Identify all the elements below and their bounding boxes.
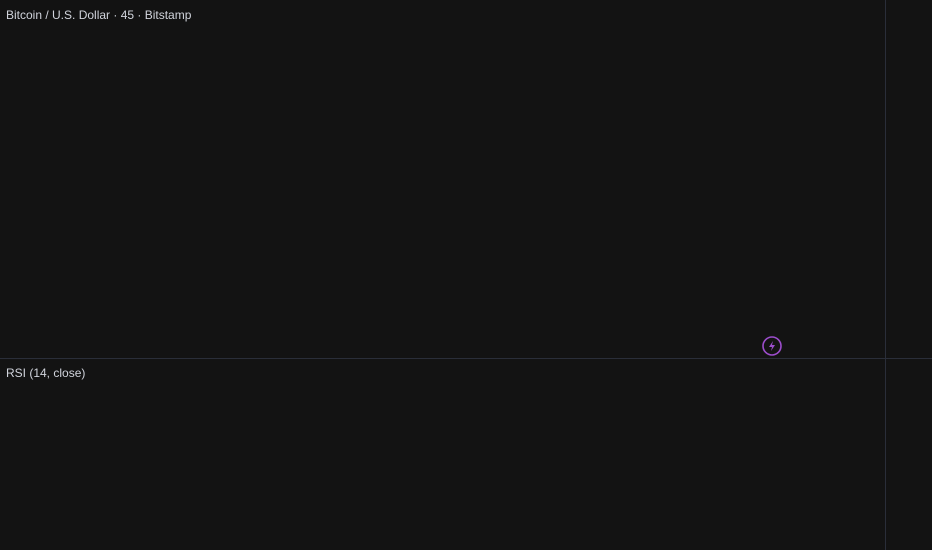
alert-circle [762, 336, 782, 356]
rsi-title: RSI (14, close) [6, 366, 85, 380]
alert-icon[interactable] [762, 336, 782, 356]
chart-title: Bitcoin / U.S. Dollar · 45 · Bitstamp [6, 8, 192, 22]
legend-backdrop [0, 0, 190, 30]
alert-bolt [769, 341, 775, 351]
